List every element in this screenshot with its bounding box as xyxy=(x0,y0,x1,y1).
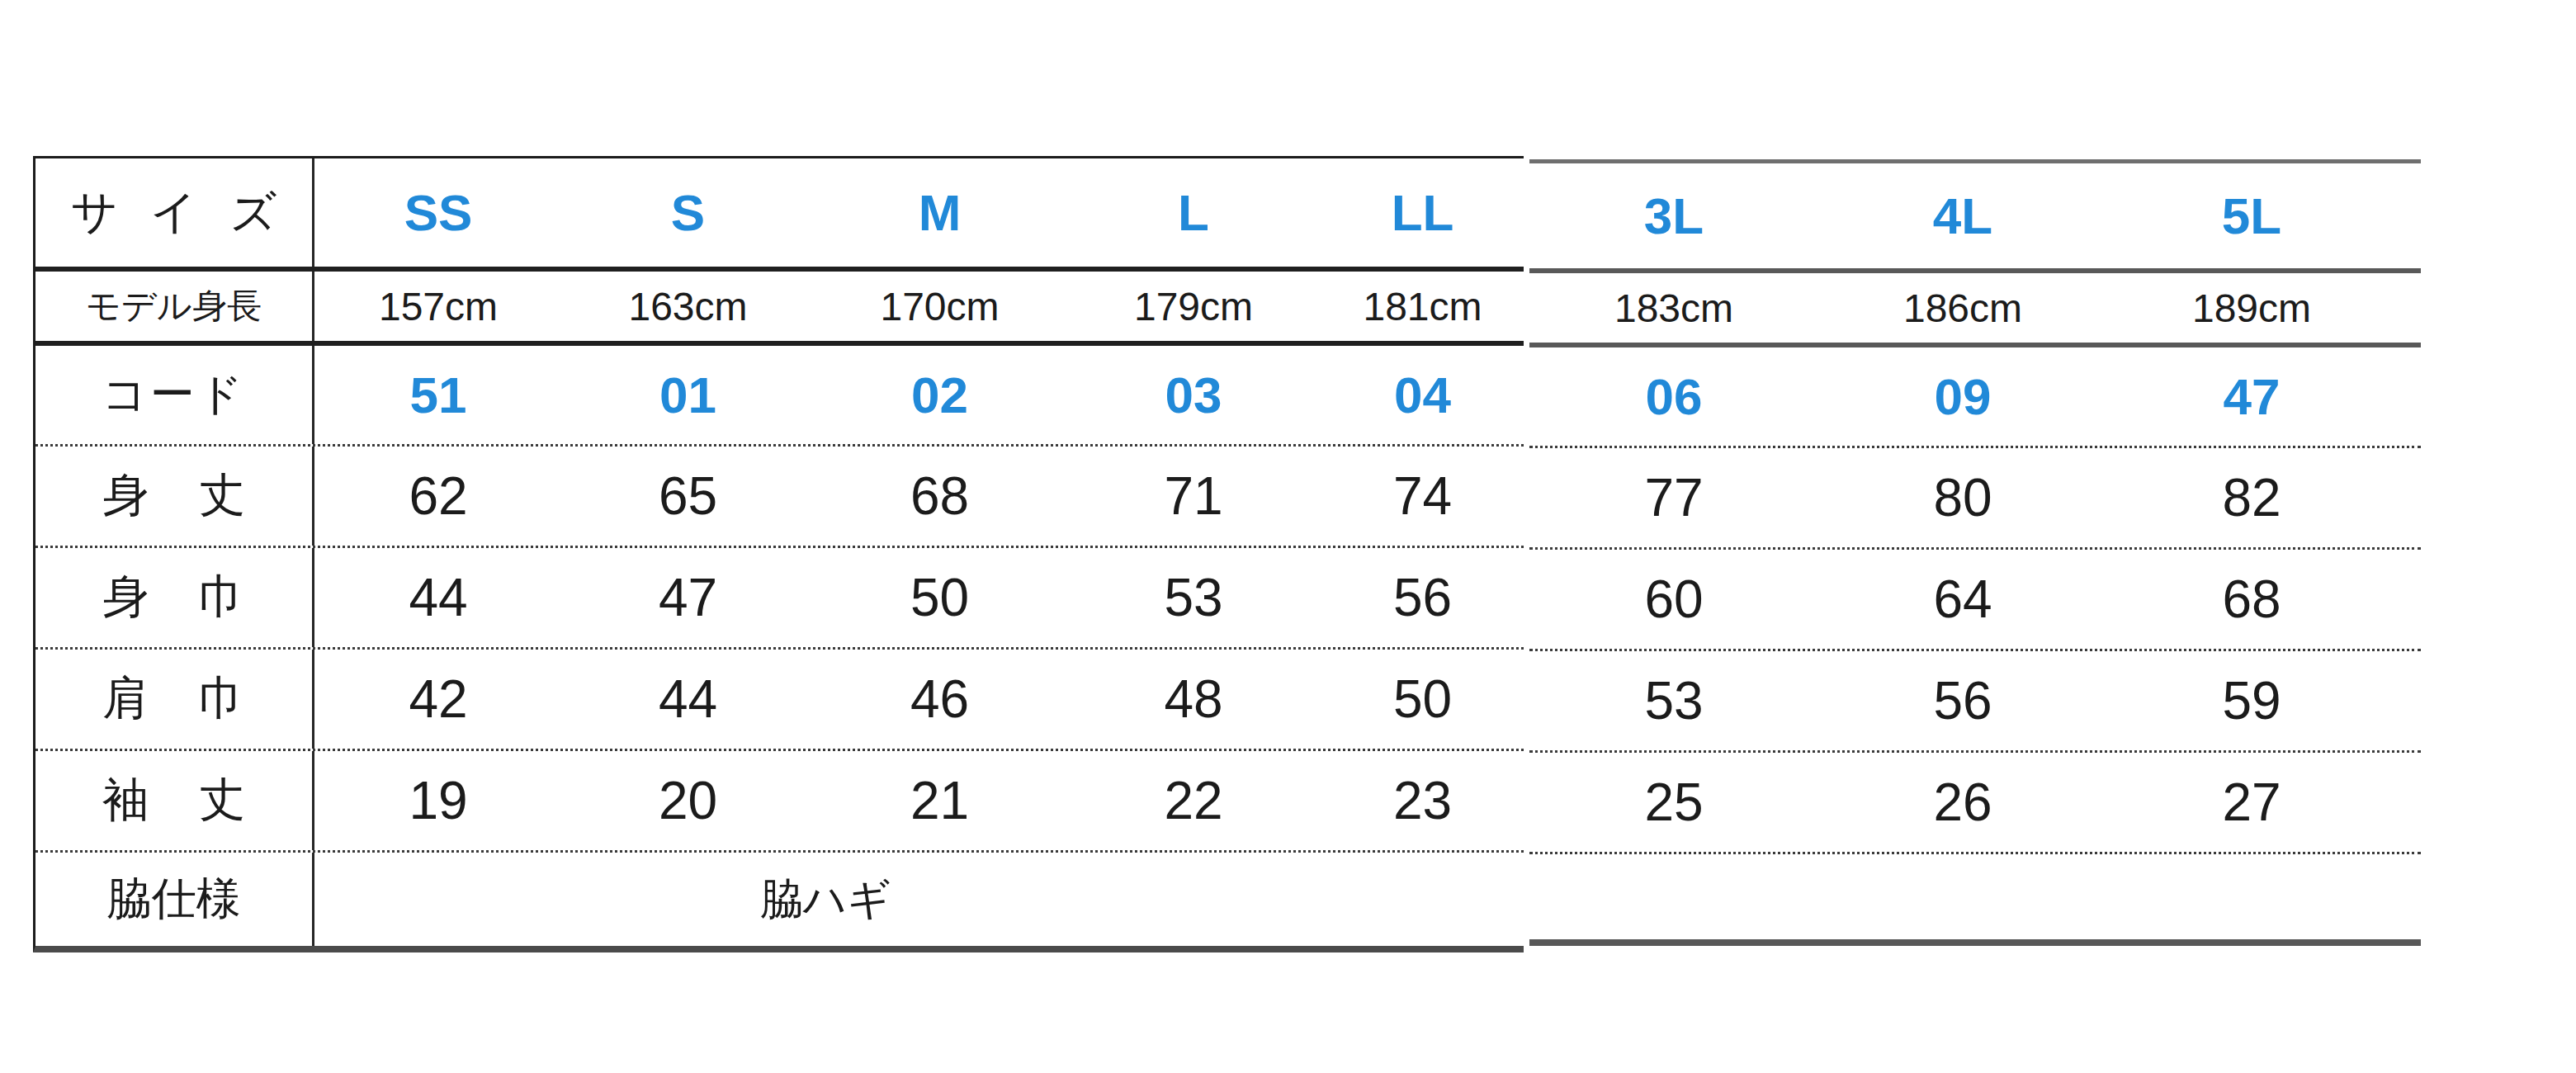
row-label-shoulder-width: 肩 巾 xyxy=(35,650,314,749)
measurement-cell: 50 xyxy=(814,548,1066,647)
body-width-row: 60 64 68 xyxy=(1529,550,2421,651)
size-header-row: 3L 4L 5L xyxy=(1529,163,2421,273)
size-header-cell: L xyxy=(1066,158,1321,267)
code-cell: 02 xyxy=(814,346,1066,444)
size-header-cell: 3L xyxy=(1529,163,1818,268)
measurement-cell: 53 xyxy=(1066,548,1321,647)
code-cell: 51 xyxy=(314,346,562,444)
size-header-cell: 5L xyxy=(2107,163,2396,268)
measurement-cell: 25 xyxy=(1529,753,1818,852)
measurement-cell: 65 xyxy=(562,447,814,546)
model-height-cell: 181cm xyxy=(1321,272,1524,341)
body-length-row: 身 丈 62 65 68 71 74 xyxy=(35,447,1524,548)
row-label-size: サ イ ズ xyxy=(35,158,314,267)
measurement-cell: 44 xyxy=(562,650,814,749)
code-cell: 01 xyxy=(562,346,814,444)
code-row: 06 09 47 xyxy=(1529,347,2421,448)
size-header-cell: 4L xyxy=(1818,163,2107,268)
side-spec-row: 脇仕様 脇ハギ xyxy=(35,853,1524,946)
measurement-cell: 19 xyxy=(314,751,562,850)
measurement-cell: 21 xyxy=(814,751,1066,850)
size-table-right-block: 3L 4L 5L 183cm 186cm 189cm 06 09 47 77 8… xyxy=(1529,159,2421,946)
size-chart: サ イ ズ SS S M L LL モデル身長 157cm 163cm 170c… xyxy=(0,0,2576,1073)
code-row: コード 51 01 02 03 04 xyxy=(35,346,1524,447)
model-height-cell: 183cm xyxy=(1529,273,1818,343)
row-label-model-height: モデル身長 xyxy=(35,272,314,341)
model-height-row: モデル身長 157cm 163cm 170cm 179cm 181cm xyxy=(35,272,1524,346)
size-header-cell: S xyxy=(562,158,814,267)
body-width-row: 身 巾 44 47 50 53 56 xyxy=(35,548,1524,650)
measurement-cell: 80 xyxy=(1818,448,2107,547)
measurement-cell: 47 xyxy=(562,548,814,647)
measurement-cell: 60 xyxy=(1529,550,1818,649)
measurement-cell: 42 xyxy=(314,650,562,749)
measurement-cell: 27 xyxy=(2107,753,2396,852)
side-spec-value: 脇ハギ xyxy=(314,853,1524,946)
size-header-cell: M xyxy=(814,158,1066,267)
size-header-cell: LL xyxy=(1321,158,1524,267)
measurement-cell: 23 xyxy=(1321,751,1524,850)
measurement-cell: 53 xyxy=(1529,651,1818,750)
code-cell: 06 xyxy=(1529,347,1818,446)
empty-cell xyxy=(2107,854,2396,939)
measurement-cell: 71 xyxy=(1066,447,1321,546)
shoulder-width-row: 53 56 59 xyxy=(1529,651,2421,753)
empty-cell xyxy=(1818,854,2107,939)
measurement-cell: 50 xyxy=(1321,650,1524,749)
model-height-cell: 170cm xyxy=(814,272,1066,341)
measurement-cell: 46 xyxy=(814,650,1066,749)
row-label-body-width: 身 巾 xyxy=(35,548,314,647)
measurement-cell: 48 xyxy=(1066,650,1321,749)
measurement-cell: 82 xyxy=(2107,448,2396,547)
body-length-row: 77 80 82 xyxy=(1529,448,2421,550)
measurement-cell: 62 xyxy=(314,447,562,546)
measurement-cell: 20 xyxy=(562,751,814,850)
row-label-body-length: 身 丈 xyxy=(35,447,314,546)
measurement-cell: 22 xyxy=(1066,751,1321,850)
size-header-cell: SS xyxy=(314,158,562,267)
code-cell: 47 xyxy=(2107,347,2396,446)
model-height-cell: 189cm xyxy=(2107,273,2396,343)
measurement-cell: 26 xyxy=(1818,753,2107,852)
measurement-cell: 44 xyxy=(314,548,562,647)
code-cell: 09 xyxy=(1818,347,2107,446)
size-header-row: サ イ ズ SS S M L LL xyxy=(35,158,1524,272)
model-height-cell: 163cm xyxy=(562,272,814,341)
code-cell: 03 xyxy=(1066,346,1321,444)
model-height-cell: 179cm xyxy=(1066,272,1321,341)
measurement-cell: 59 xyxy=(2107,651,2396,750)
sleeve-length-row: 25 26 27 xyxy=(1529,753,2421,854)
measurement-cell: 68 xyxy=(814,447,1066,546)
code-cell: 04 xyxy=(1321,346,1524,444)
model-height-cell: 157cm xyxy=(314,272,562,341)
measurement-cell: 56 xyxy=(1321,548,1524,647)
size-table-left-block: サ イ ズ SS S M L LL モデル身長 157cm 163cm 170c… xyxy=(33,156,1524,952)
shoulder-width-row: 肩 巾 42 44 46 48 50 xyxy=(35,650,1524,751)
sleeve-length-row: 袖 丈 19 20 21 22 23 xyxy=(35,751,1524,853)
side-spec-empty-row xyxy=(1529,854,2421,939)
row-label-code: コード xyxy=(35,346,314,444)
row-label-sleeve-length: 袖 丈 xyxy=(35,751,314,850)
measurement-cell: 64 xyxy=(1818,550,2107,649)
measurement-cell: 77 xyxy=(1529,448,1818,547)
model-height-row: 183cm 186cm 189cm xyxy=(1529,273,2421,347)
empty-cell xyxy=(1529,854,1818,939)
measurement-cell: 56 xyxy=(1818,651,2107,750)
row-label-side-spec: 脇仕様 xyxy=(35,853,314,946)
measurement-cell: 68 xyxy=(2107,550,2396,649)
model-height-cell: 186cm xyxy=(1818,273,2107,343)
measurement-cell: 74 xyxy=(1321,447,1524,546)
